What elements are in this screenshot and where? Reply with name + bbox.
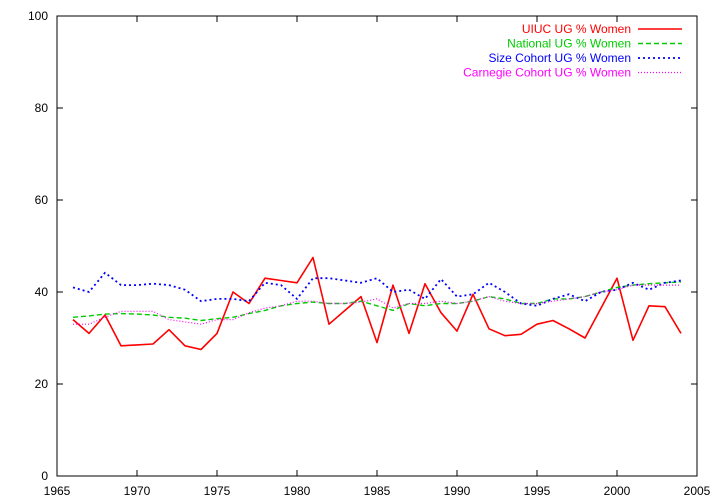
x-tick-label: 2005 <box>684 484 711 498</box>
y-tick-label: 40 <box>35 285 49 299</box>
legend-label: UIUC UG % Women <box>522 22 631 36</box>
series-line-1 <box>72 256 682 351</box>
x-tick-label: 1995 <box>524 484 551 498</box>
series-layer <box>72 256 682 351</box>
legend-label: Carnegie Cohort UG % Women <box>463 66 631 80</box>
x-tick-label: 2000 <box>604 484 631 498</box>
x-tick-label: 1980 <box>284 484 311 498</box>
y-tick-label: 80 <box>35 101 49 115</box>
y-tick-label: 20 <box>35 377 49 391</box>
x-tick-label: 1975 <box>204 484 231 498</box>
legend-label: Size Cohort UG % Women <box>489 51 632 65</box>
x-tick-label: 1965 <box>44 484 71 498</box>
y-tick-label: 60 <box>35 193 49 207</box>
x-tick-label: 1990 <box>444 484 471 498</box>
series-line-3 <box>72 271 682 307</box>
y-axis: 0 20 40 60 80 100 <box>28 9 697 483</box>
x-axis: 1965 1970 1975 1980 1985 1990 1995 2000 2005 <box>44 16 711 498</box>
y-tick-label: 0 <box>41 469 48 483</box>
legend-label: National UG % Women <box>507 37 631 51</box>
series-line-2 <box>72 281 682 322</box>
x-tick-label: 1970 <box>124 484 151 498</box>
x-tick-label: 1985 <box>364 484 391 498</box>
y-tick-label: 100 <box>28 9 48 23</box>
plot-frame <box>56 15 698 477</box>
series-line-4 <box>73 284 681 325</box>
